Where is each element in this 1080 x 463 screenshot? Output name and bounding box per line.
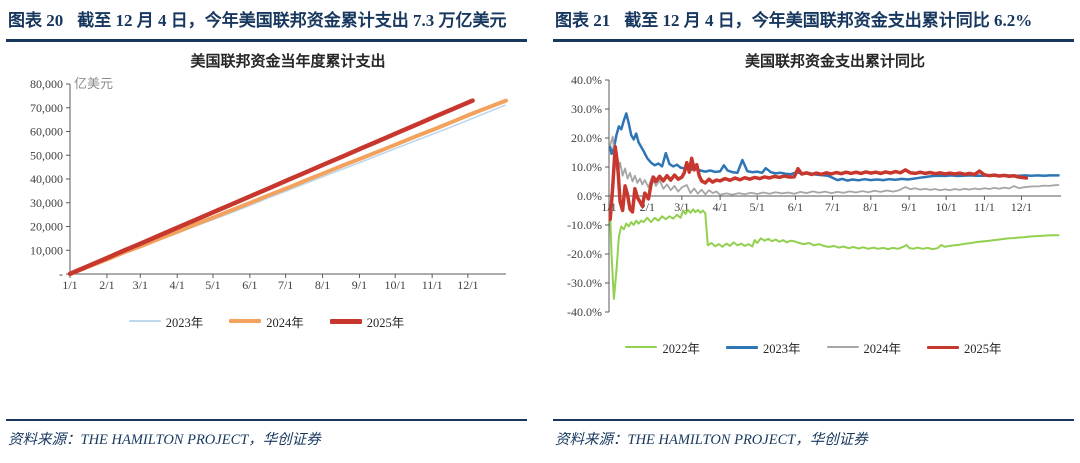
x-tick-label: 4/1 (170, 278, 185, 292)
x-tick-label: 1/1 (601, 200, 616, 214)
legend-item: 2023年 (725, 338, 801, 357)
y-tick-label: 10.0% (571, 160, 602, 174)
figure-21-panel: 图表 21 截至 12 月 4 日，今年美国联邦资金支出累计同比 6.2% 美国联… (553, 6, 1074, 457)
legend-item: 2025年 (329, 312, 405, 331)
chart-title: 美国联邦资金支出累计同比 (745, 52, 925, 70)
x-tick-label: 6/1 (242, 278, 257, 292)
x-tick-label: 5/1 (750, 200, 765, 214)
x-tick-label: 11/1 (422, 278, 443, 292)
legend-swatch (826, 346, 859, 349)
legend-item: 2022年 (625, 338, 700, 357)
y-tick-label: 40.0% (571, 73, 602, 87)
x-tick-label: 8/1 (863, 200, 878, 214)
x-tick-label: 8/1 (315, 278, 330, 292)
source-text: 资料来源：THE HAMILTON PROJECT，华创证券 (8, 432, 321, 448)
y-tick-label: 60,000 (30, 124, 63, 138)
y-tick-label: 30,000 (30, 196, 63, 210)
legend-item: 2025年 (927, 338, 1002, 357)
figure-20-number: 图表 20 (8, 11, 64, 30)
legend-swatch (229, 319, 262, 324)
legend-swatch (927, 345, 960, 350)
y-tick-label: 20.0% (571, 131, 602, 145)
legend-label: 2022年 (662, 341, 700, 356)
figure-21-caption: 图表 21 截至 12 月 4 日，今年美国联邦资金支出累计同比 6.2% (555, 8, 1072, 34)
chart-title: 美国联邦资金当年度累计支出 (190, 52, 385, 70)
series-line-2022年 (609, 208, 1060, 300)
caption-divider (553, 39, 1074, 42)
x-tick-label: 7/1 (278, 278, 293, 292)
legend-swatch (128, 320, 161, 323)
x-tick-label: 9/1 (901, 200, 916, 214)
legend-label: 2023年 (762, 341, 801, 356)
x-tick-label: 1/1 (62, 278, 77, 292)
y-tick-label: 80,000 (30, 77, 63, 91)
y-tick-label: 40,000 (30, 172, 63, 186)
fig20-legend: 2023年 2024年 2025年 (6, 312, 527, 331)
y-tick-label: 30.0% (571, 102, 602, 116)
figure-20-panel: 图表 20 截至 12 月 4 日，今年美国联邦资金累计支出 7.3 万亿美元 美… (6, 6, 527, 457)
source-text: 资料来源：THE HAMILTON PROJECT，华创证券 (555, 432, 868, 448)
series-line-2023年 (608, 111, 1060, 182)
legend-item: 2024年 (229, 312, 304, 331)
fig21-legend: 2022年 2023年 2024年 2025年 (553, 338, 1074, 357)
y-tick-label: 0.0% (577, 189, 602, 203)
figure-21-number: 图表 21 (555, 11, 611, 30)
x-tick-label: 6/1 (788, 200, 803, 214)
legend-item: 2023年 (128, 312, 204, 331)
x-tick-label: 12/1 (457, 278, 478, 292)
axis-unit-label: 亿美元 (74, 76, 113, 91)
figure-21-chart-area: 美国联邦资金支出累计同比 40.0% 30.0% 20.0% 10.0% 0.0% -10.… (553, 50, 1074, 328)
x-tick-label: 10/1 (385, 278, 406, 292)
y-tick-label: -40.0% (567, 305, 602, 319)
y-tick-label: - (59, 267, 63, 281)
x-tick-label: 9/1 (352, 278, 367, 292)
legend-label: 2024年 (266, 315, 304, 330)
y-tick-label: 50,000 (30, 148, 63, 162)
x-tick-label: 3/1 (674, 200, 689, 214)
x-tick-label: 7/1 (825, 200, 840, 214)
series-line-2024年 (68, 98, 508, 276)
y-tick-label: -30.0% (567, 276, 602, 290)
x-tick-label: 3/1 (133, 278, 148, 292)
x-tick-label: 2/1 (99, 278, 114, 292)
y-tick-label: 20,000 (30, 219, 63, 233)
figure-21-caption-text: 截至 12 月 4 日，今年美国联邦资金支出累计同比 6.2% (624, 11, 1033, 30)
legend-swatch (329, 319, 362, 324)
x-tick-label: 10/1 (935, 200, 956, 214)
series-line-2025年 (608, 144, 1029, 221)
y-tick-label: -20.0% (567, 247, 602, 261)
legend-swatch (725, 346, 758, 349)
legend-label: 2024年 (863, 341, 902, 356)
legend-label: 2025年 (964, 341, 1002, 356)
y-tick-label: 70,000 (30, 101, 63, 115)
caption-divider (6, 39, 527, 42)
figure-20-chart-area: 美国联邦资金当年度累计支出亿美元 80,000 70,000 60,000 50,000… (6, 50, 527, 302)
figure-20-caption: 图表 20 截至 12 月 4 日，今年美国联邦资金累计支出 7.3 万亿美元 (8, 8, 525, 34)
legend-label: 2023年 (165, 315, 204, 330)
legend-item: 2024年 (826, 338, 902, 357)
series-line-2025年 (67, 98, 475, 276)
fig20-source-note: 资料来源：THE HAMILTON PROJECT，华创证券 (6, 419, 527, 457)
figure-20-caption-text: 截至 12 月 4 日，今年美国联邦资金累计支出 7.3 万亿美元 (77, 11, 507, 30)
x-tick-label: 5/1 (205, 278, 220, 292)
x-tick-label: 12/1 (1011, 200, 1032, 214)
fig21-source-note: 资料来源：THE HAMILTON PROJECT，华创证券 (553, 419, 1074, 457)
x-tick-label: 4/1 (712, 200, 727, 214)
legend-label: 2025年 (366, 315, 405, 330)
legend-swatch (625, 346, 658, 349)
fig21-yoy-chart: 美国联邦资金支出累计同比 40.0% 30.0% 20.0% 10.0% 0.0% -10.… (567, 52, 1061, 319)
y-tick-label: 10,000 (30, 243, 63, 257)
y-tick-label: -10.0% (567, 218, 602, 232)
x-tick-label: 11/1 (974, 200, 995, 214)
